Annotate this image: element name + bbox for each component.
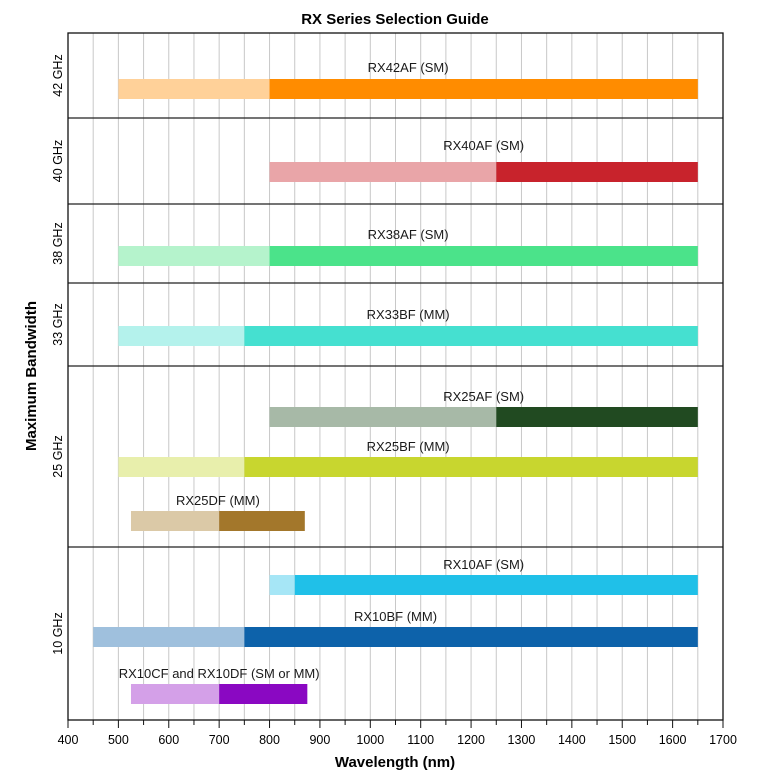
bar-labels: RX42AF (SM) RX40AF (SM) RX38AF (SM) RX33BF … bbox=[119, 60, 524, 681]
grid-lines bbox=[92, 33, 699, 720]
bar-dark-segment bbox=[269, 79, 698, 99]
x-tick-label: 700 bbox=[209, 733, 230, 747]
bar-label: RX40AF (SM) bbox=[443, 138, 524, 153]
bar-light-segment bbox=[118, 246, 270, 266]
bar-label: RX10CF and RX10DF (SM or MM) bbox=[119, 666, 320, 681]
band-label: 25 GHz bbox=[51, 435, 65, 477]
bar-light-segment bbox=[118, 79, 270, 99]
band-label: 33 GHz bbox=[51, 303, 65, 345]
bar-label: RX38AF (SM) bbox=[368, 227, 449, 242]
bar-dark-segment bbox=[294, 575, 698, 595]
bar-light-segment bbox=[269, 162, 497, 182]
x-axis-label: Wavelength (nm) bbox=[335, 754, 455, 771]
x-tick-label: 1500 bbox=[608, 733, 636, 747]
bar-light-segment bbox=[130, 684, 220, 704]
bar-light-segment bbox=[118, 326, 245, 346]
bar-dark-segment bbox=[244, 457, 698, 477]
band-label: 40 GHz bbox=[51, 140, 65, 182]
bar-dark-segment bbox=[244, 627, 698, 647]
y-axis-label: Maximum Bandwidth bbox=[23, 301, 40, 451]
band-label: 10 GHz bbox=[51, 612, 65, 654]
band-label: 38 GHz bbox=[51, 222, 65, 264]
x-tick-label: 1200 bbox=[457, 733, 485, 747]
bar-light-segment bbox=[118, 457, 245, 477]
x-tick-label: 1300 bbox=[508, 733, 536, 747]
x-tick-label: 1600 bbox=[659, 733, 687, 747]
bar-label: RX25DF (MM) bbox=[176, 493, 260, 508]
band-label: 42 GHz bbox=[51, 54, 65, 96]
x-tick-label: 900 bbox=[309, 733, 330, 747]
bar-light-segment bbox=[130, 511, 220, 531]
bar-light-segment bbox=[269, 575, 295, 595]
bar-label: RX42AF (SM) bbox=[368, 60, 449, 75]
bandwidth-panels: 42 GHz 40 GHz 38 GHz 33 GHz 25 GHz 10 GHz bbox=[51, 54, 723, 655]
bar-dark-segment bbox=[244, 326, 698, 346]
x-tick-label: 1700 bbox=[709, 733, 737, 747]
x-tick-label: 800 bbox=[259, 733, 280, 747]
bar-dark-segment bbox=[219, 511, 305, 531]
bar-label: RX10AF (SM) bbox=[443, 557, 524, 572]
x-tick-label: 1400 bbox=[558, 733, 586, 747]
bar-dark-segment bbox=[496, 162, 698, 182]
wavelength-bars bbox=[93, 79, 698, 704]
x-tick-label: 600 bbox=[158, 733, 179, 747]
bar-label: RX10BF (MM) bbox=[354, 609, 437, 624]
x-axis-ticks: 400 500 600 700 800 900 1000 1100 1200 1300 1400 15… bbox=[58, 720, 737, 747]
x-tick-label: 1100 bbox=[407, 733, 434, 747]
x-tick-label: 1000 bbox=[356, 733, 384, 747]
x-tick-label: 400 bbox=[58, 733, 79, 747]
bar-label: RX25AF (SM) bbox=[443, 389, 524, 404]
bar-dark-segment bbox=[496, 407, 698, 427]
bar-label: RX33BF (MM) bbox=[367, 307, 450, 322]
bar-light-segment bbox=[93, 627, 245, 647]
chart-title: RX Series Selection Guide bbox=[301, 11, 489, 28]
bar-label: RX25BF (MM) bbox=[367, 439, 450, 454]
bar-light-segment bbox=[269, 407, 497, 427]
x-tick-label: 500 bbox=[108, 733, 129, 747]
bar-dark-segment bbox=[219, 684, 308, 704]
bar-dark-segment bbox=[269, 246, 698, 266]
